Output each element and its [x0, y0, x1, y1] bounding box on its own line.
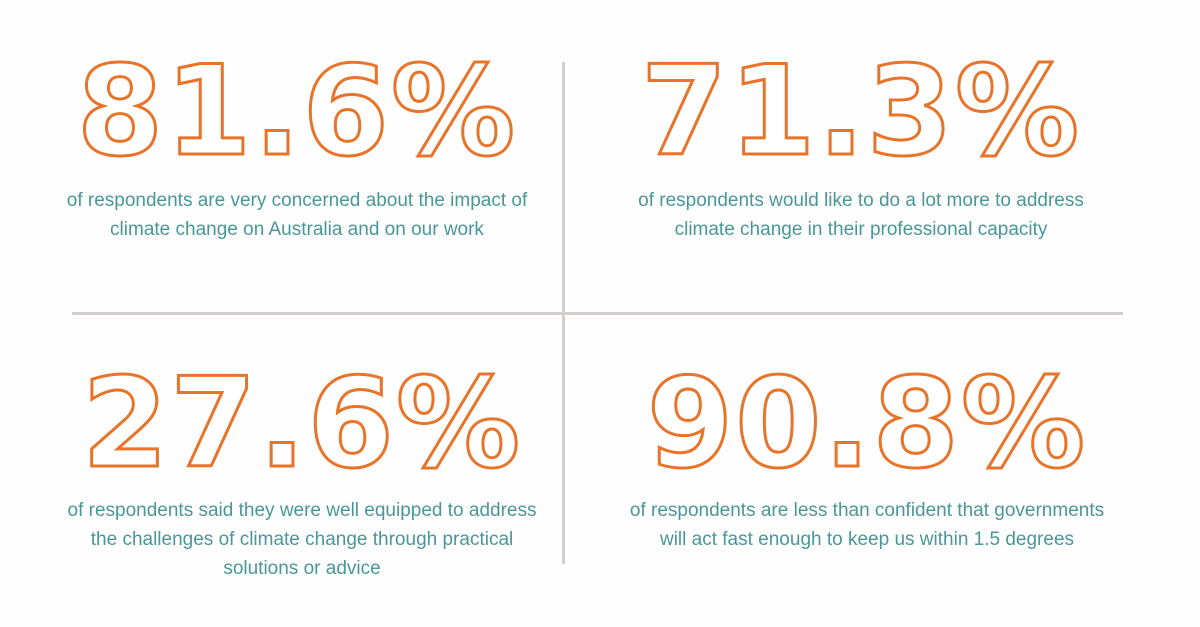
- stat-description: of respondents are less than confident t…: [629, 500, 1105, 550]
- stat-block-concerned: 81.6% of respondents are very concerned …: [47, 40, 547, 244]
- stat-description: of respondents are very concerned about …: [66, 190, 528, 240]
- stat-description: of respondents would like to do a lot mo…: [638, 190, 1084, 240]
- horizontal-divider: [72, 312, 1123, 315]
- stat-description: of respondents said they were well equip…: [67, 500, 537, 579]
- stat-block-do-more: 71.3% of respondents would like to do a …: [611, 40, 1111, 244]
- stat-value: 81.6%: [75, 40, 518, 184]
- stat-value: 71.3%: [639, 40, 1082, 184]
- stat-value: 27.6%: [80, 352, 523, 496]
- stat-value: 90.8%: [645, 352, 1088, 496]
- stat-block-governments: 90.8% of respondents are less than confi…: [617, 352, 1117, 554]
- stat-block-well-equipped: 27.6% of respondents said they were well…: [52, 352, 552, 583]
